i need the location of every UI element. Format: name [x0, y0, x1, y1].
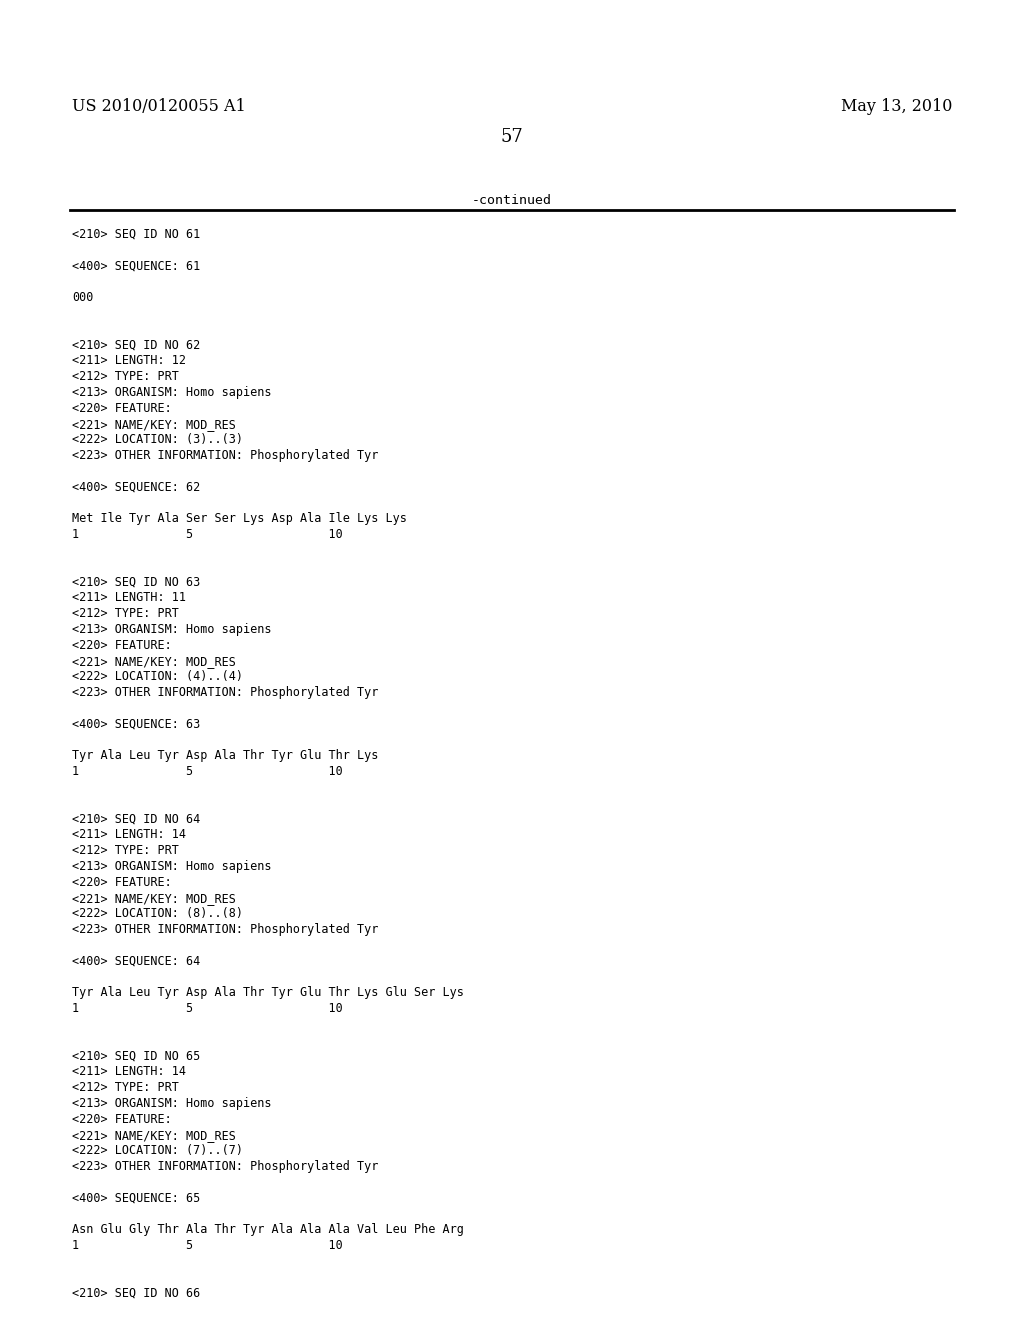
Text: <400> SEQUENCE: 64: <400> SEQUENCE: 64	[72, 954, 201, 968]
Text: <211> LENGTH: 12: <211> LENGTH: 12	[72, 354, 186, 367]
Text: <223> OTHER INFORMATION: Phosphorylated Tyr: <223> OTHER INFORMATION: Phosphorylated …	[72, 449, 379, 462]
Text: <212> TYPE: PRT: <212> TYPE: PRT	[72, 607, 179, 620]
Text: 1               5                   10: 1 5 10	[72, 528, 343, 541]
Text: <210> SEQ ID NO 63: <210> SEQ ID NO 63	[72, 576, 201, 589]
Text: <210> SEQ ID NO 61: <210> SEQ ID NO 61	[72, 228, 201, 242]
Text: <221> NAME/KEY: MOD_RES: <221> NAME/KEY: MOD_RES	[72, 417, 236, 430]
Text: <211> LENGTH: 14: <211> LENGTH: 14	[72, 1065, 186, 1078]
Text: 57: 57	[501, 128, 523, 147]
Text: <221> NAME/KEY: MOD_RES: <221> NAME/KEY: MOD_RES	[72, 1129, 236, 1142]
Text: <213> ORGANISM: Homo sapiens: <213> ORGANISM: Homo sapiens	[72, 623, 271, 636]
Text: <212> TYPE: PRT: <212> TYPE: PRT	[72, 845, 179, 857]
Text: <220> FEATURE:: <220> FEATURE:	[72, 1113, 172, 1126]
Text: <213> ORGANISM: Homo sapiens: <213> ORGANISM: Homo sapiens	[72, 1097, 271, 1110]
Text: <212> TYPE: PRT: <212> TYPE: PRT	[72, 1081, 179, 1094]
Text: -continued: -continued	[472, 194, 552, 207]
Text: <210> SEQ ID NO 64: <210> SEQ ID NO 64	[72, 813, 201, 825]
Text: <400> SEQUENCE: 65: <400> SEQUENCE: 65	[72, 1192, 201, 1205]
Text: <223> OTHER INFORMATION: Phosphorylated Tyr: <223> OTHER INFORMATION: Phosphorylated …	[72, 923, 379, 936]
Text: US 2010/0120055 A1: US 2010/0120055 A1	[72, 98, 246, 115]
Text: Met Ile Tyr Ala Ser Ser Lys Asp Ala Ile Lys Lys: Met Ile Tyr Ala Ser Ser Lys Asp Ala Ile …	[72, 512, 407, 525]
Text: <400> SEQUENCE: 61: <400> SEQUENCE: 61	[72, 260, 201, 273]
Text: <220> FEATURE:: <220> FEATURE:	[72, 401, 172, 414]
Text: <222> LOCATION: (4)..(4): <222> LOCATION: (4)..(4)	[72, 671, 243, 684]
Text: <210> SEQ ID NO 65: <210> SEQ ID NO 65	[72, 1049, 201, 1063]
Text: <222> LOCATION: (7)..(7): <222> LOCATION: (7)..(7)	[72, 1144, 243, 1158]
Text: <210> SEQ ID NO 62: <210> SEQ ID NO 62	[72, 339, 201, 351]
Text: <223> OTHER INFORMATION: Phosphorylated Tyr: <223> OTHER INFORMATION: Phosphorylated …	[72, 686, 379, 700]
Text: 1               5                   10: 1 5 10	[72, 766, 343, 779]
Text: <400> SEQUENCE: 62: <400> SEQUENCE: 62	[72, 480, 201, 494]
Text: <223> OTHER INFORMATION: Phosphorylated Tyr: <223> OTHER INFORMATION: Phosphorylated …	[72, 1160, 379, 1173]
Text: Tyr Ala Leu Tyr Asp Ala Thr Tyr Glu Thr Lys: Tyr Ala Leu Tyr Asp Ala Thr Tyr Glu Thr …	[72, 750, 379, 763]
Text: <211> LENGTH: 11: <211> LENGTH: 11	[72, 591, 186, 605]
Text: <213> ORGANISM: Homo sapiens: <213> ORGANISM: Homo sapiens	[72, 861, 271, 873]
Text: 1               5                   10: 1 5 10	[72, 1239, 343, 1253]
Text: <220> FEATURE:: <220> FEATURE:	[72, 875, 172, 888]
Text: <211> LENGTH: 14: <211> LENGTH: 14	[72, 829, 186, 841]
Text: <221> NAME/KEY: MOD_RES: <221> NAME/KEY: MOD_RES	[72, 655, 236, 668]
Text: <210> SEQ ID NO 66: <210> SEQ ID NO 66	[72, 1287, 201, 1300]
Text: <222> LOCATION: (3)..(3): <222> LOCATION: (3)..(3)	[72, 433, 243, 446]
Text: 000: 000	[72, 292, 93, 304]
Text: 1               5                   10: 1 5 10	[72, 1002, 343, 1015]
Text: <222> LOCATION: (8)..(8): <222> LOCATION: (8)..(8)	[72, 907, 243, 920]
Text: <220> FEATURE:: <220> FEATURE:	[72, 639, 172, 652]
Text: <213> ORGANISM: Homo sapiens: <213> ORGANISM: Homo sapiens	[72, 385, 271, 399]
Text: <212> TYPE: PRT: <212> TYPE: PRT	[72, 370, 179, 383]
Text: <221> NAME/KEY: MOD_RES: <221> NAME/KEY: MOD_RES	[72, 891, 236, 904]
Text: May 13, 2010: May 13, 2010	[841, 98, 952, 115]
Text: Tyr Ala Leu Tyr Asp Ala Thr Tyr Glu Thr Lys Glu Ser Lys: Tyr Ala Leu Tyr Asp Ala Thr Tyr Glu Thr …	[72, 986, 464, 999]
Text: <400> SEQUENCE: 63: <400> SEQUENCE: 63	[72, 718, 201, 731]
Text: <400> SEQUENCE: 66: <400> SEQUENCE: 66	[72, 1319, 201, 1320]
Text: Asn Glu Gly Thr Ala Thr Tyr Ala Ala Ala Val Leu Phe Arg: Asn Glu Gly Thr Ala Thr Tyr Ala Ala Ala …	[72, 1224, 464, 1237]
